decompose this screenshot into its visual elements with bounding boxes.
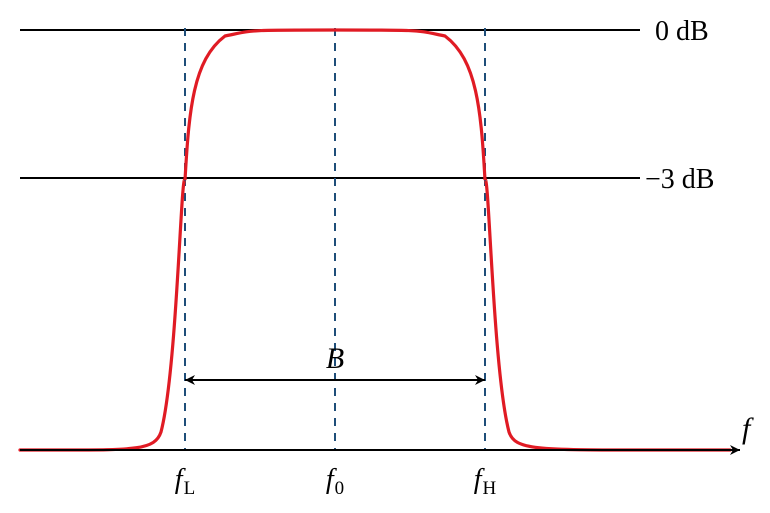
plot-background <box>0 0 770 513</box>
bandpass-diagram: B0 dB−3 dBfLf0fHf <box>0 0 770 513</box>
neg3-db-label: −3 dB <box>645 164 714 195</box>
bandwidth-label: B <box>326 342 344 375</box>
zero-db-label: 0 dB <box>655 16 709 47</box>
